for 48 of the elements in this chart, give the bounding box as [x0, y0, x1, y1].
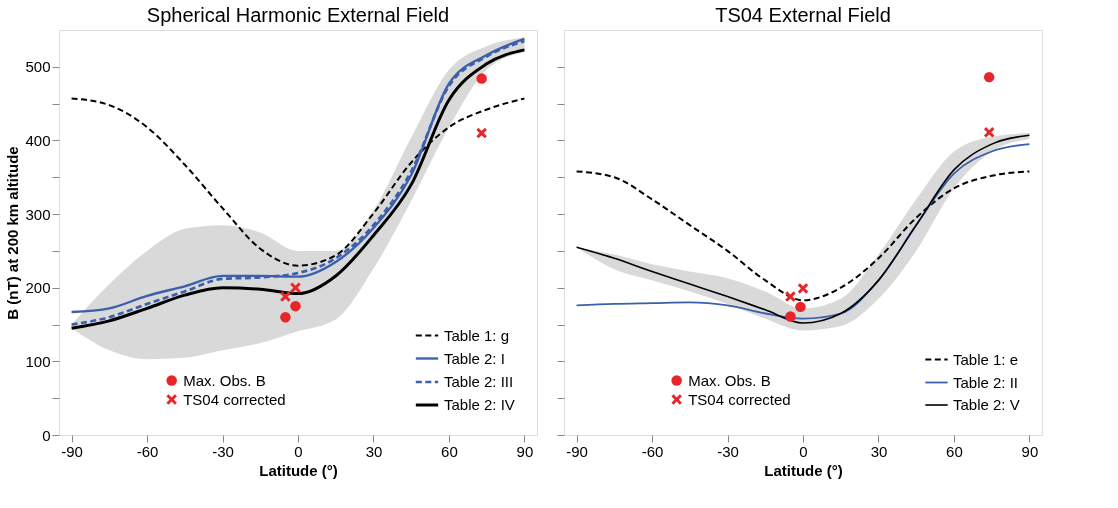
x-tick-label: -60	[641, 442, 664, 460]
legend-label: Table 2: V	[953, 396, 1020, 413]
x-tick-label: -90	[61, 442, 83, 460]
legend-label: Table 2: III	[444, 373, 514, 390]
legend-label: Table 2: II	[953, 373, 1019, 391]
x-tick-label: 90	[516, 442, 534, 460]
chart-title: Spherical Harmonic External Field	[146, 4, 450, 26]
y-tick-label: 300	[25, 205, 51, 223]
legend-label: Max. Obs. B	[688, 371, 771, 389]
x-tick-label: 30	[365, 442, 383, 460]
point	[983, 127, 995, 138]
y-tick-label: 100	[25, 352, 51, 370]
legend-label: TS04 corrected	[688, 390, 791, 408]
x-tick-label: -90	[566, 442, 588, 460]
point	[476, 127, 487, 139]
y-tick-label: 500	[25, 58, 51, 76]
x-tick-label: 60	[946, 442, 963, 460]
x-tick-label: 30	[870, 442, 888, 460]
y-tick-label: 200	[25, 279, 51, 297]
point	[290, 282, 301, 293]
x-tick-label: 90	[1021, 442, 1039, 460]
y-tick-label: 400	[25, 131, 51, 149]
x-tick-label: 0	[294, 442, 303, 460]
point	[795, 301, 806, 313]
point	[280, 311, 291, 323]
legend-label: TS04 corrected	[183, 390, 286, 408]
point	[983, 71, 995, 83]
x-tick-label: -30	[717, 442, 739, 460]
x-tick-label: -60	[136, 442, 159, 460]
legend-label: Table 1: e	[953, 350, 1019, 368]
legend-label: Max. Obs. B	[183, 371, 266, 389]
point	[797, 283, 809, 294]
point	[290, 300, 301, 312]
legend-label: Table 2: IV	[444, 396, 515, 413]
x-tick-label: -30	[212, 442, 234, 460]
point	[785, 291, 796, 302]
x-tick-label: 0	[799, 442, 808, 460]
point	[476, 73, 487, 84]
legend-label: Table 1: g	[444, 326, 510, 344]
legend-label: Table 2: I	[444, 349, 505, 367]
x-axis-title: Latitude (°)	[259, 461, 338, 479]
chart-title: TS04 External Field	[715, 4, 891, 26]
y-tick-label: 0	[42, 426, 51, 444]
x-tick-label: 60	[441, 442, 458, 460]
y-axis-title: B (nT) at 200 km altitude	[4, 146, 22, 320]
x-axis-title: Latitude (°)	[764, 461, 843, 479]
point	[280, 291, 291, 302]
point	[785, 311, 796, 322]
